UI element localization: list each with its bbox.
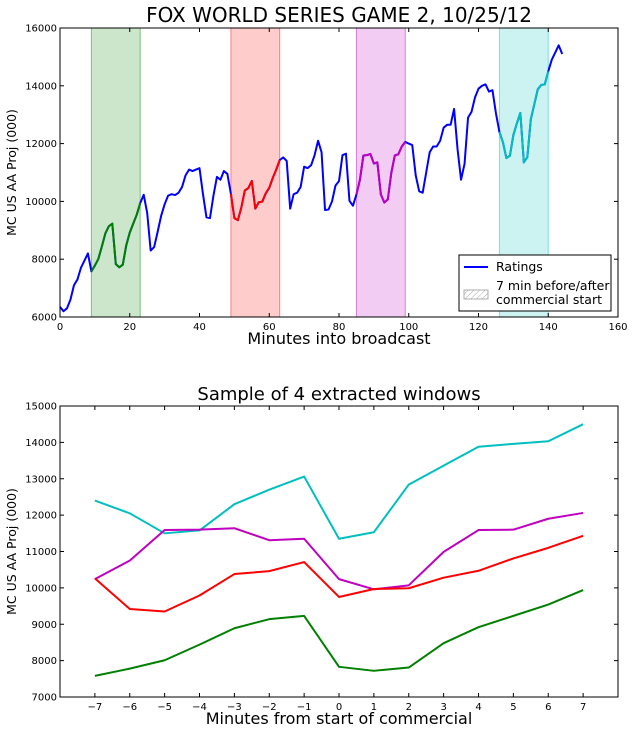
x-tick-label: −4: [192, 702, 207, 713]
x-tick-label: 120: [469, 322, 488, 333]
y-tick-label: 7000: [32, 693, 57, 704]
x-tick-label: 140: [539, 322, 558, 333]
x-tick-label: −5: [157, 702, 172, 713]
legend-window-swatch: [463, 289, 489, 300]
top-chart-title: FOX WORLD SERIES GAME 2, 10/25/12: [146, 3, 532, 27]
bottom-y-axis-label: MC US AA Proj (000): [4, 488, 19, 615]
x-tick-label: 6: [545, 702, 551, 713]
legend-window-label-line1: 7 min before/after: [496, 278, 610, 293]
commercial-window-3: [355, 27, 406, 318]
x-tick-label: 60: [263, 322, 276, 333]
x-tick-label: 40: [193, 322, 206, 333]
commercial-window-1: [90, 27, 141, 318]
series-line-2: [94, 511, 584, 591]
legend-window-label-line2: commercial start: [496, 292, 602, 307]
series-line-2: [90, 202, 142, 272]
x-tick-label: 7: [580, 702, 586, 713]
top-chart-series: [59, 44, 564, 313]
x-tick-label: −1: [297, 702, 312, 713]
y-tick-label: 10000: [25, 583, 57, 594]
y-tick-label: 10000: [25, 197, 57, 208]
x-tick-label: 160: [608, 322, 627, 333]
legend-ratings-label: Ratings: [496, 259, 543, 274]
x-tick-label: 4: [475, 702, 481, 713]
y-tick-label: 8000: [32, 255, 57, 266]
x-tick-label: 100: [399, 322, 418, 333]
top-chart: FOX WORLD SERIES GAME 2, 10/25/12 0 20 40 6…: [4, 3, 628, 348]
series-line-1: [59, 44, 564, 313]
series-line-4: [94, 589, 584, 677]
bottom-chart-series: [94, 423, 584, 677]
bottom-y-ticks: 7000 8000 9000 10000 11000 12000 13000 14000 150…: [25, 402, 618, 704]
bottom-chart: Sample of 4 extracted windows −7 −6 −5 −4 −3…: [4, 384, 619, 728]
y-tick-label: 12000: [25, 139, 57, 150]
x-tick-label: −2: [262, 702, 277, 713]
y-tick-label: 14000: [25, 438, 57, 449]
x-tick-label: 3: [440, 702, 446, 713]
series-line-5: [498, 71, 550, 164]
x-tick-label: 0: [336, 702, 342, 713]
x-tick-label: 1: [371, 702, 377, 713]
top-x-axis-label: Minutes into broadcast: [247, 329, 430, 348]
x-tick-label: 20: [123, 322, 136, 333]
y-tick-label: 13000: [25, 474, 57, 485]
bottom-x-ticks: −7 −6 −5 −4 −3 −2 −1 0 1 2 3 4 5 6 7: [88, 406, 586, 713]
x-tick-label: −3: [227, 702, 242, 713]
y-tick-label: 6000: [32, 313, 57, 324]
y-tick-label: 12000: [25, 511, 57, 522]
x-tick-label: 0: [57, 322, 63, 333]
x-tick-label: −6: [122, 702, 137, 713]
legend-box: [458, 254, 612, 312]
x-tick-label: −7: [88, 702, 103, 713]
bottom-chart-title: Sample of 4 extracted windows: [197, 384, 480, 405]
top-x-ticks: 0 20 40 60 80 100 120 140 160: [57, 28, 628, 333]
top-y-axis-label: MC US AA Proj (000): [4, 109, 19, 236]
y-tick-label: 16000: [25, 24, 57, 35]
legend: Ratings 7 min before/after commercial st…: [458, 254, 612, 312]
series-line-4: [355, 141, 407, 204]
bottom-x-axis-label: Minutes from start of commercial: [206, 709, 473, 728]
series-line-3: [94, 534, 584, 613]
y-tick-label: 8000: [32, 656, 57, 667]
top-y-ticks: 6000 8000 10000 12000 14000 16000: [25, 24, 618, 324]
y-tick-label: 9000: [32, 620, 57, 631]
commercial-window-2: [230, 27, 281, 318]
y-tick-label: 14000: [25, 81, 57, 92]
x-tick-label: 80: [333, 322, 346, 333]
y-tick-label: 15000: [25, 402, 57, 413]
x-tick-label: 5: [510, 702, 516, 713]
x-tick-label: 2: [406, 702, 412, 713]
series-line-1: [94, 423, 584, 540]
y-tick-label: 11000: [25, 547, 57, 558]
series-line-3: [229, 159, 281, 222]
